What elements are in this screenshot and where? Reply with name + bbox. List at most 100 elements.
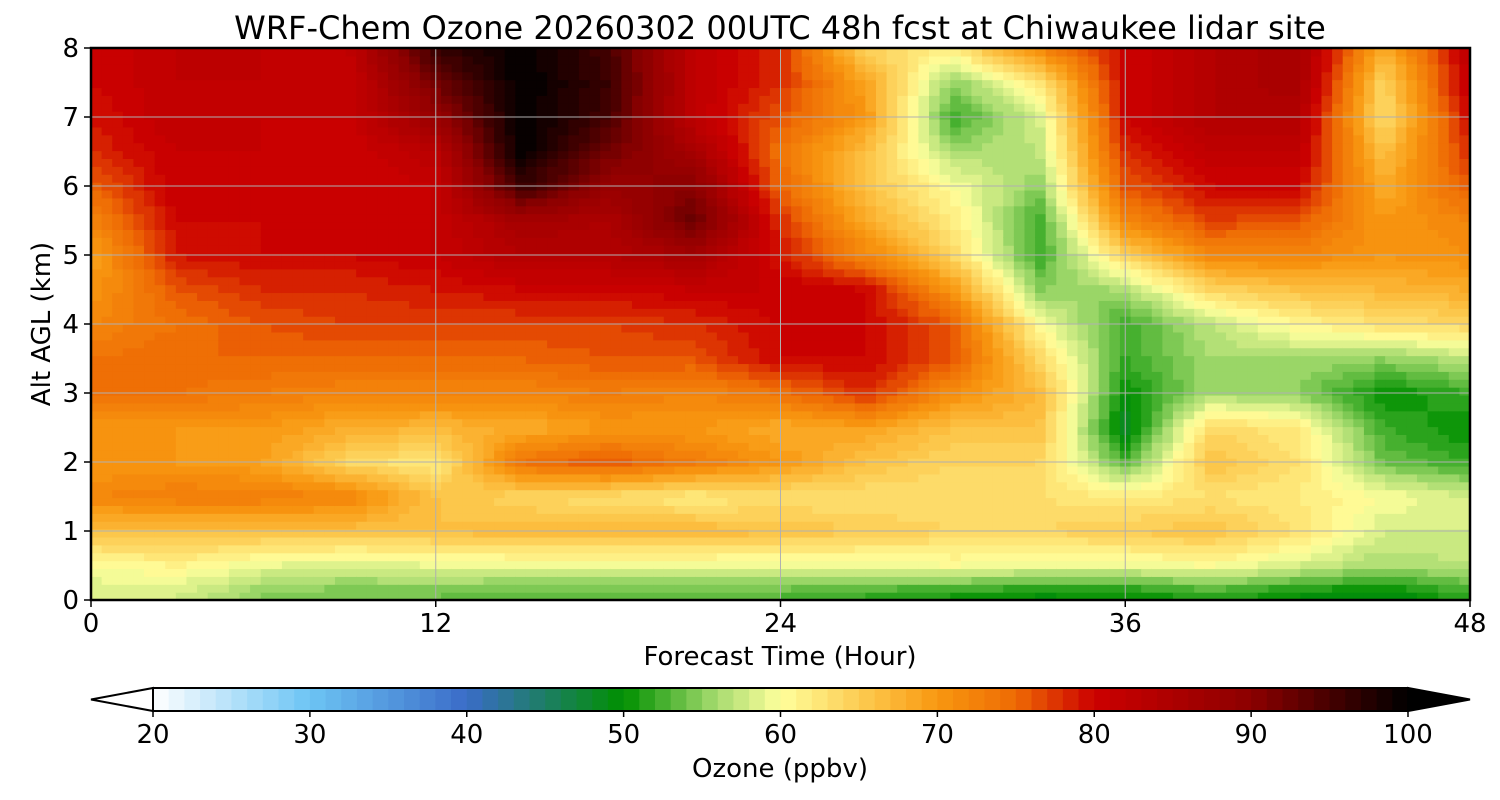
ozone-cell <box>801 552 813 562</box>
ozone-cell <box>228 126 241 136</box>
ozone-cell <box>388 324 400 333</box>
ozone-cell <box>197 426 209 435</box>
ozone-cell <box>292 394 304 404</box>
ozone-cell <box>600 79 612 89</box>
ozone-cell <box>197 142 209 152</box>
ozone-cell <box>122 529 135 538</box>
ozone-cell <box>494 253 506 262</box>
ozone-cell <box>324 592 336 600</box>
ozone-cell <box>738 166 750 175</box>
ozone-cell <box>685 521 697 530</box>
ozone-cell <box>281 134 294 144</box>
ozone-cell <box>472 592 485 600</box>
ozone-cell <box>239 552 251 562</box>
ozone-cell <box>345 197 357 207</box>
ozone-cell <box>812 253 824 262</box>
ozone-cell <box>685 552 697 562</box>
ozone-cell <box>557 465 569 475</box>
ozone-cell <box>483 592 495 600</box>
ozone-cell <box>133 229 145 238</box>
ozone-cell <box>727 529 739 538</box>
ozone-cell <box>91 79 103 89</box>
ozone-cell <box>589 473 601 483</box>
ozone-cell <box>748 237 760 246</box>
ozone-cell <box>281 505 294 514</box>
ozone-cell <box>472 434 485 443</box>
ozone-cell <box>525 118 538 128</box>
ozone-cell <box>218 513 230 522</box>
ozone-cell <box>197 245 209 254</box>
ozone-cell <box>504 529 516 538</box>
ozone-cell <box>801 308 813 317</box>
ozone-cell <box>451 118 463 128</box>
ozone-cell <box>250 355 262 365</box>
ozone-cell <box>504 347 516 357</box>
ozone-cell <box>727 197 739 207</box>
ozone-cell <box>144 308 156 317</box>
ozone-cell <box>218 505 230 514</box>
ozone-cell <box>112 450 124 459</box>
ozone-cell <box>281 174 294 183</box>
ozone-cell <box>547 387 559 396</box>
ozone-cell <box>239 521 251 530</box>
ozone-cell <box>801 174 813 183</box>
ozone-cell <box>409 568 421 577</box>
ozone-cell <box>600 253 612 262</box>
ozone-cell <box>377 55 389 65</box>
ozone-cell <box>112 489 124 499</box>
ozone-cell <box>186 87 198 96</box>
ozone-cell <box>674 237 686 246</box>
ozone-cell <box>441 197 453 207</box>
ozone-cell <box>292 592 304 600</box>
ozone-cell <box>451 426 463 435</box>
ozone-cell <box>356 55 368 65</box>
ozone-cell <box>547 284 559 294</box>
ozone-cell <box>780 568 792 577</box>
ozone-cell <box>547 213 559 223</box>
ozone-cell <box>175 324 188 333</box>
ozone-cell <box>377 584 389 593</box>
ozone-cell <box>472 442 485 451</box>
ozone-cell <box>822 497 835 506</box>
ozone-cell <box>769 442 782 451</box>
ozone-cell <box>642 103 654 112</box>
ozone-cell <box>186 300 198 309</box>
ozone-cell <box>122 229 135 238</box>
ozone-cell <box>462 465 474 475</box>
ozone-cell <box>334 197 347 207</box>
ozone-cell <box>292 560 304 570</box>
ozone-cell <box>780 150 792 159</box>
ozone-cell <box>769 71 782 81</box>
ozone-cell <box>557 87 569 96</box>
ozone-cell <box>197 134 209 144</box>
ozone-cell <box>207 205 219 215</box>
ozone-cell <box>791 245 803 254</box>
ozone-cell <box>154 339 166 349</box>
ozone-cell <box>812 339 824 349</box>
ozone-cell <box>536 576 548 585</box>
ozone-cell <box>621 55 633 65</box>
ozone-cell <box>494 497 506 506</box>
ozone-cell <box>547 87 559 96</box>
ozone-cell <box>557 189 569 199</box>
ozone-cell <box>409 48 421 57</box>
ozone-cell <box>356 592 368 600</box>
ozone-cell <box>441 276 453 286</box>
ozone-cell <box>441 260 453 270</box>
ozone-cell <box>250 284 262 294</box>
ozone-cell <box>334 552 347 562</box>
ozone-cell <box>101 465 113 475</box>
ozone-cell <box>462 544 474 554</box>
ozone-cell <box>101 324 113 333</box>
ozone-cell <box>292 387 304 396</box>
ozone-cell <box>812 536 824 546</box>
ozone-cell <box>547 505 559 514</box>
ozone-cell <box>122 158 135 167</box>
ozone-cell <box>738 197 750 207</box>
ozone-cell <box>483 63 495 73</box>
ozone-cell <box>525 260 538 270</box>
ozone-cell <box>409 166 421 175</box>
ozone-cell <box>144 205 156 215</box>
ozone-cell <box>695 347 707 357</box>
ozone-cell <box>271 465 283 475</box>
